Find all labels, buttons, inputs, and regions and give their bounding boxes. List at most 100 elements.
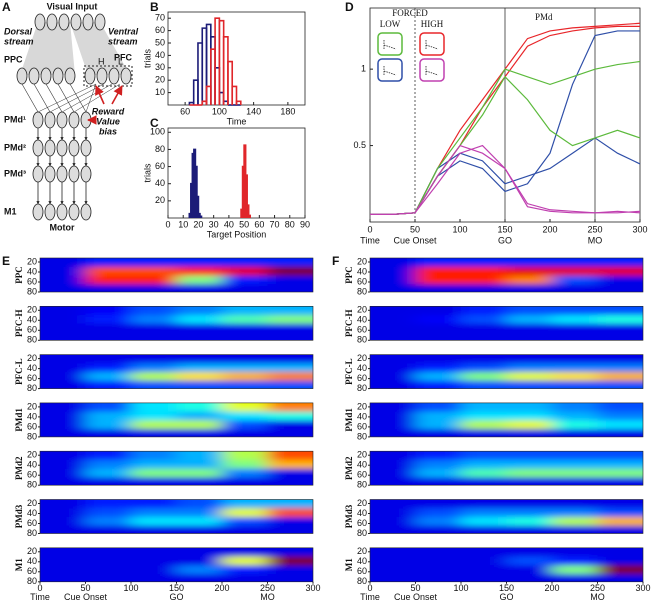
heatmap-cell	[415, 275, 461, 285]
heatmap-cell	[597, 258, 643, 267]
heatmap-cell	[597, 354, 643, 364]
heatmap-cell	[176, 420, 222, 430]
y-axis-label: trials	[142, 163, 152, 183]
event-label: GO	[499, 592, 513, 602]
heatmap-cell	[461, 556, 507, 566]
pfc-unit	[120, 67, 132, 85]
heatmap-cell	[40, 354, 86, 364]
heatmap-cell	[222, 380, 268, 389]
heatmap-cell	[222, 332, 268, 341]
heatmap-cell	[506, 574, 552, 582]
heatmap-cells	[370, 306, 643, 341]
panel-frame	[369, 257, 644, 293]
heatmap-cell	[461, 354, 507, 364]
heatmap-cell	[176, 380, 222, 389]
y-tick-label: 40	[27, 460, 37, 470]
y-tick-label: 40	[357, 556, 367, 566]
heatmap-cell	[461, 468, 507, 478]
layer-unit	[68, 139, 80, 157]
heatmap-cell	[176, 499, 222, 509]
heatmap-blur	[370, 451, 643, 486]
y-tick-label: 20	[357, 305, 367, 315]
heatmap-cell	[370, 420, 416, 430]
heatmap-cell	[370, 372, 416, 381]
row-name: M1	[14, 558, 24, 571]
heatmap-cell	[597, 306, 643, 316]
heatmap-cell	[461, 266, 507, 276]
heatmap-cell	[461, 284, 507, 292]
y-tick-label: 70	[155, 13, 165, 23]
heatmap-cell	[40, 565, 86, 575]
heatmap-cell	[370, 363, 416, 373]
panel-frame	[39, 402, 314, 438]
heatmap-cell	[370, 402, 416, 412]
heatmap-cell	[222, 323, 268, 333]
heatmap-cell	[506, 517, 552, 526]
heatmap-cell	[267, 380, 313, 389]
heatmap-cell	[597, 429, 643, 437]
layer-unit	[56, 165, 68, 183]
dorsal-shade	[20, 22, 75, 75]
heatmap-cell	[85, 332, 131, 341]
heatmap-cells	[370, 499, 643, 534]
panel-letter: E	[2, 254, 10, 268]
heatmap-cell	[176, 411, 222, 421]
heatmap-cell	[461, 477, 507, 486]
y-tick-label: 20	[155, 195, 165, 205]
y-tick-label: 40	[357, 315, 367, 325]
ppc-unit	[52, 67, 64, 85]
heatmap-cell	[506, 363, 552, 373]
y-tick-label: 80	[27, 286, 37, 296]
heatmap-cell	[552, 258, 598, 267]
heatmap-cell	[267, 354, 313, 364]
y-tick-label: 40	[357, 266, 367, 276]
heatmap-cells	[370, 451, 643, 486]
event-label: Time	[30, 592, 50, 602]
heatmap-cell	[597, 266, 643, 276]
heatmap-cell	[370, 459, 416, 469]
heatmap-cell	[506, 429, 552, 437]
x-tick-label: 180	[280, 106, 295, 116]
dorsal-label: stream	[4, 36, 34, 46]
heatmap-cell	[176, 266, 222, 276]
heatmap-cell	[85, 508, 131, 517]
heatmap-cell	[506, 258, 552, 267]
heatmap-cell	[461, 402, 507, 412]
x-tick-label: 50	[410, 583, 420, 593]
heatmap-cell	[267, 284, 313, 292]
heatmap-cell	[506, 547, 552, 557]
heatmap-cell	[370, 547, 416, 557]
heatmap-cell	[461, 380, 507, 389]
heatmap-cell	[370, 275, 416, 285]
legend-column: LOW	[380, 19, 401, 29]
event-label: MO	[590, 592, 605, 602]
heatmap-cell	[415, 258, 461, 267]
y-tick-label: 1	[361, 64, 366, 74]
heatmap-cell	[506, 451, 552, 460]
y-tick-label: 60	[357, 566, 367, 576]
heatmap-cell	[131, 363, 177, 373]
heatmap-cell	[131, 420, 177, 430]
legend-column: HIGH	[421, 19, 444, 29]
bias-label: bias	[99, 126, 117, 136]
row-name: PMd3	[14, 504, 24, 528]
y-tick-label: 80	[357, 480, 367, 490]
heatmap-blur	[40, 451, 313, 486]
heatmap-cell	[461, 547, 507, 557]
y-tick-label: 40	[27, 315, 37, 325]
x-tick-label: 100	[123, 583, 138, 593]
heatmap-cell	[176, 429, 222, 437]
heatmap-cell	[131, 315, 177, 324]
heatmap-cell	[506, 275, 552, 285]
heatmap-cell	[461, 420, 507, 430]
heatmap-cell	[222, 306, 268, 316]
heatmap-cell	[552, 275, 598, 285]
heatmap-cell	[597, 323, 643, 333]
heatmap-cell	[40, 411, 86, 421]
layer-unit	[44, 111, 56, 129]
heatmap-cell	[85, 266, 131, 276]
row-name: PMd2	[344, 456, 354, 480]
y-tick-label: 20	[27, 401, 37, 411]
layer-unit	[68, 165, 80, 183]
heatmap-cell	[85, 547, 131, 557]
